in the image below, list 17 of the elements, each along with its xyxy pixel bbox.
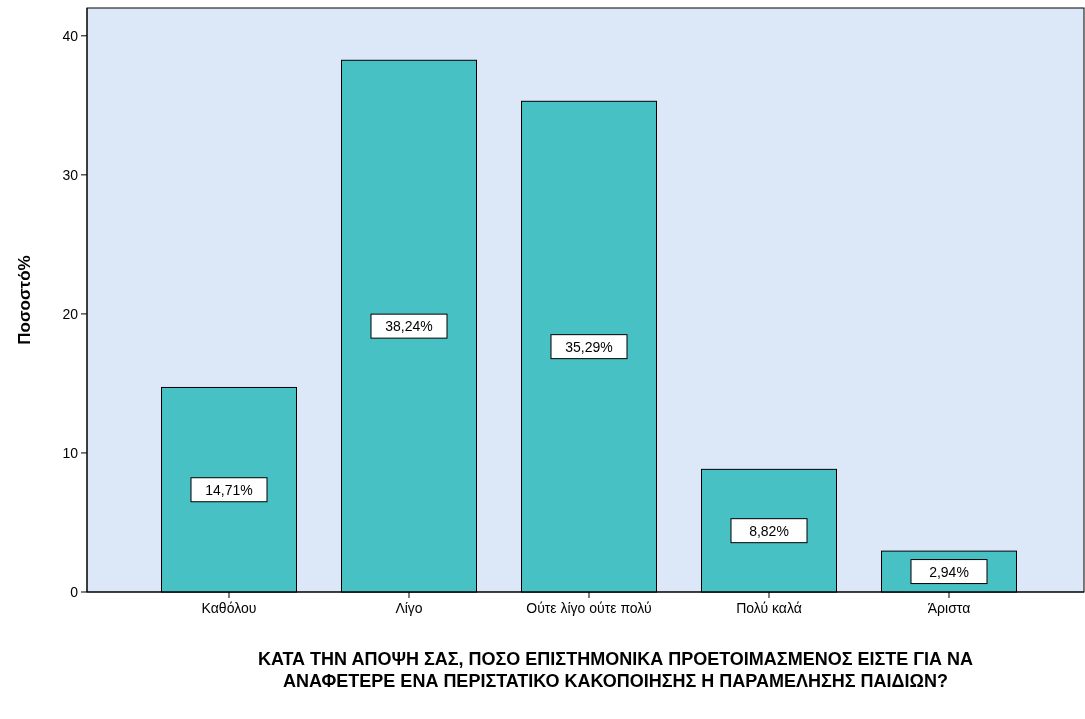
data-label: 8,82%: [749, 522, 789, 539]
y-tick-label: 0: [70, 584, 79, 600]
x-tick-label: Καθόλου: [201, 600, 257, 616]
data-label: 2,94%: [929, 563, 969, 580]
y-tick-label: 10: [62, 444, 79, 461]
x-tick-label: Πολύ καλά: [736, 600, 802, 616]
data-label: 14,71%: [205, 481, 253, 498]
x-tick-label: Λίγο: [395, 600, 423, 616]
data-label: 38,24%: [385, 318, 433, 335]
x-tick-label: Άριστα: [927, 600, 971, 616]
y-tick-label: 20: [62, 305, 79, 322]
y-tick-label: 30: [62, 166, 79, 183]
x-axis-title: ΚΑΤΑ ΤΗΝ ΑΠΟΨΗ ΣΑΣ, ΠΟΣΟ ΕΠΙΣΤΗΜΟΝΙΚΑ ΠΡΟΕΤΟΙΜΑΣΜΕΝΟΣ ΕΙΣΤΕ ΓΙΑ ΝΑ ΑΝΑΦΕΤΕΡΕ ΕΝΑ ΠΕΡΙΣΤΑΤΙΚΟ ΚΑΚΟΠΟΙΗΣΗΣ Η ΠΑΡΑΜΕΛΗΣΗΣ ΠΑΙΔΙΩΝ?: [257, 649, 974, 691]
data-label: 35,29%: [565, 338, 613, 355]
y-axis-title: Ποσοστό%: [15, 255, 34, 345]
y-tick-label: 40: [62, 27, 79, 44]
x-tick-label: Ούτε λίγο ούτε πολύ: [526, 600, 652, 616]
